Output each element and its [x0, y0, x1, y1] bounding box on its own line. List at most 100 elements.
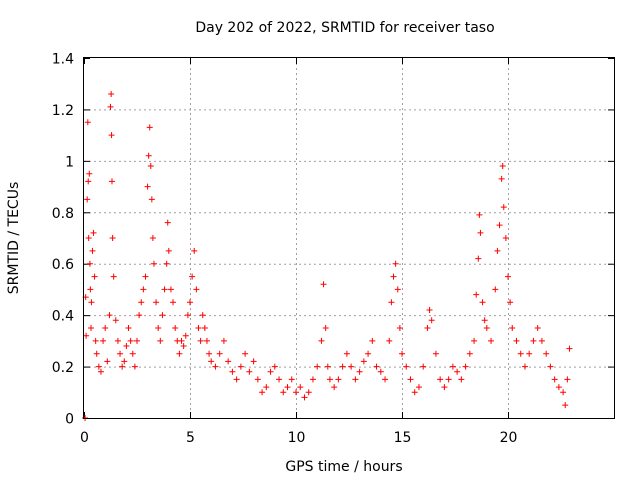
data-point [121, 358, 128, 365]
data-point [498, 175, 505, 182]
data-point [335, 376, 342, 383]
data-point [119, 363, 126, 370]
data-point [324, 363, 331, 370]
data-point [86, 170, 93, 177]
data-point [237, 363, 244, 370]
data-point [246, 368, 253, 375]
y-tick-label: 0.2 [52, 360, 74, 376]
data-point [201, 325, 208, 331]
data-point [356, 368, 363, 375]
data-point [97, 368, 104, 375]
data-point [530, 337, 537, 344]
data-point [547, 363, 554, 370]
data-point [129, 350, 136, 357]
x-tick-label: 5 [186, 430, 195, 446]
data-point [242, 350, 249, 357]
data-point [483, 325, 490, 331]
data-point [360, 358, 367, 365]
data-point [100, 337, 107, 344]
data-point [322, 325, 329, 331]
data-point [284, 384, 291, 391]
data-point [108, 178, 115, 185]
data-point [454, 368, 461, 375]
data-point [267, 368, 274, 375]
data-point [197, 337, 204, 344]
data-point [93, 350, 100, 357]
data-point [157, 337, 164, 344]
data-point [193, 286, 200, 293]
data-points [82, 91, 573, 421]
data-point [109, 235, 116, 241]
data-point [83, 332, 90, 339]
data-point [415, 384, 422, 391]
data-point [159, 312, 166, 319]
data-point [566, 345, 573, 352]
chart-title: Day 202 of 2022, SRMTID for receiver tas… [195, 20, 494, 36]
data-point [123, 343, 130, 349]
data-point [420, 363, 427, 370]
data-point [155, 325, 162, 331]
y-tick-label: 0.8 [52, 206, 74, 222]
data-point [203, 337, 210, 344]
data-point [445, 376, 452, 383]
data-point [150, 260, 157, 267]
data-point [488, 337, 495, 344]
data-point [496, 222, 503, 229]
data-point [326, 376, 333, 383]
data-point [108, 132, 115, 139]
data-point [84, 196, 91, 203]
data-point [106, 312, 113, 319]
data-point [505, 273, 511, 280]
data-point [191, 247, 198, 254]
data-point [167, 286, 174, 293]
data-point [134, 337, 140, 344]
data-point [492, 286, 499, 293]
y-axis-label: SRMTID / TECUs [6, 182, 22, 295]
data-point [499, 163, 506, 169]
data-point [146, 124, 153, 131]
data-point [318, 337, 325, 344]
data-point [170, 299, 177, 306]
y-tick-label: 0.6 [52, 257, 74, 273]
data-point [229, 368, 236, 375]
data-point [477, 229, 484, 236]
data-point [288, 376, 295, 383]
data-point [212, 363, 219, 370]
data-point [377, 368, 384, 375]
data-point [437, 376, 444, 383]
data-point [466, 350, 473, 357]
y-tick-label: 1.4 [52, 52, 74, 68]
data-point [382, 376, 389, 383]
data-point [85, 235, 92, 241]
data-point [87, 286, 94, 293]
data-point [136, 312, 143, 319]
data-point [165, 247, 172, 254]
data-point [305, 389, 312, 396]
data-point [399, 350, 405, 357]
data-point [208, 358, 215, 365]
data-point [259, 389, 266, 396]
data-point [142, 273, 149, 280]
data-point [424, 325, 431, 331]
data-point [538, 337, 545, 344]
data-point [373, 363, 380, 370]
data-point [114, 337, 121, 344]
axis-ticks: 0 0.2 0.4 0.6 0.8 1 1.2 1.4 0 5 10 15 20 [52, 52, 614, 446]
data-point [500, 204, 507, 211]
data-point [509, 325, 516, 331]
data-point [89, 247, 96, 254]
data-point [507, 299, 514, 306]
data-point [293, 389, 299, 396]
data-point [117, 350, 124, 357]
data-point [233, 376, 240, 383]
data-point [534, 325, 541, 331]
data-point [411, 389, 418, 396]
data-point [206, 350, 213, 357]
data-point [250, 358, 257, 365]
data-point [131, 363, 138, 370]
data-point [386, 337, 393, 344]
data-point [543, 350, 550, 357]
data-point [449, 363, 456, 370]
data-point [87, 325, 94, 331]
data-point [161, 286, 168, 293]
